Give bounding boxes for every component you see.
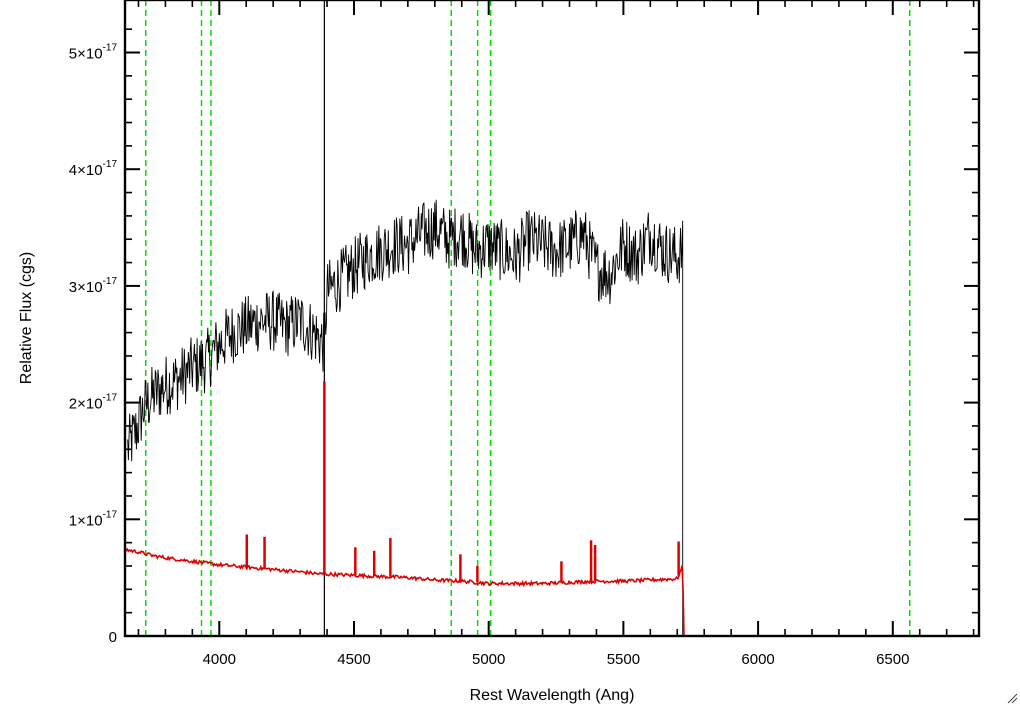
x-tick-label: 6000 <box>741 651 774 668</box>
y-tick-label: 3×10-17 <box>69 276 118 296</box>
axes-box <box>123 0 981 638</box>
y-tick-label: 5×10-17 <box>69 43 118 63</box>
x-tick-label: 4000 <box>203 651 236 668</box>
y-tick-label: 2×10-17 <box>69 393 118 413</box>
plot-frame <box>123 0 981 638</box>
x-tick-label: 5500 <box>607 651 640 668</box>
x-tick-label: 5000 <box>472 651 505 668</box>
y-axis-ticks: 0 1×10-17 2×10-17 3×10-17 4×10-17 5×10-17 <box>69 28 979 646</box>
y-tick-label: 1×10-17 <box>69 509 118 529</box>
y-axis-label: Relative Flux (cgs) <box>18 252 35 384</box>
series-line-0 <box>127 199 684 637</box>
series-line-1 <box>124 547 979 637</box>
model-emission-spikes <box>245 381 680 583</box>
resize-grip-icon[interactable] <box>1006 692 1018 704</box>
x-tick-label: 4500 <box>337 651 370 668</box>
spectrum-series <box>124 199 979 637</box>
x-tick-label: 6500 <box>876 651 909 668</box>
y-tick-label: 4×10-17 <box>69 159 118 179</box>
x-axis-label: Rest Wavelength (Ang) <box>470 687 635 704</box>
x-axis-ticks: 4000 4500 5000 5500 6000 6500 <box>137 0 975 668</box>
y-tick-label: 0 <box>109 629 117 646</box>
